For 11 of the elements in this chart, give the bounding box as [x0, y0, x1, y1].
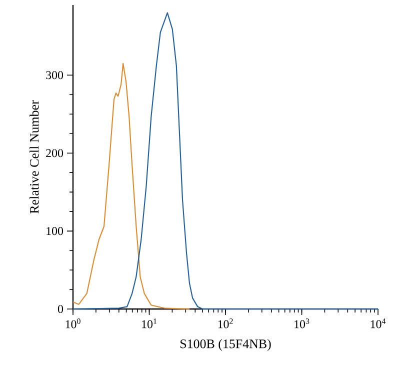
- x-tick-label: 10$^{3}$: [294, 318, 310, 328]
- x-tick-label: 10$^{0}$: [66, 318, 80, 328]
- y-tick-label: 100: [46, 227, 64, 236]
- x-tick-label: 10$^{4}$: [370, 318, 386, 328]
- y-tick-label: 300: [46, 71, 64, 80]
- x-tick-label: 10$^{1}$: [142, 318, 156, 328]
- x-tick-label: 10$^{2}$: [218, 318, 233, 328]
- x-axis-title: S100B (15F4NB): [180, 339, 271, 351]
- y-tick-label: 0: [58, 304, 64, 314]
- y-axis-title: Relative Cell Number: [30, 100, 39, 214]
- y-tick-label: 200: [46, 149, 64, 158]
